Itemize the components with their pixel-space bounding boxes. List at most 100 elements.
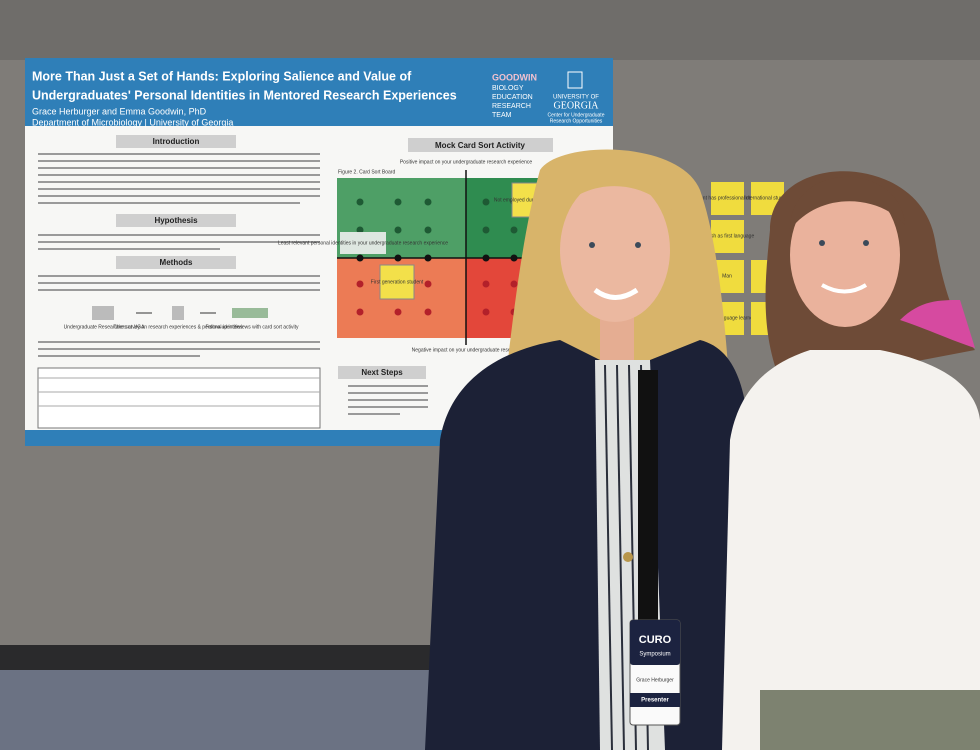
note-text: English language learner (699, 315, 755, 321)
dot (510, 280, 518, 288)
axis-label: Least relevant personal identities in yo… (278, 240, 448, 246)
card-text: Not employed during undergrad (494, 197, 565, 203)
trousers (760, 690, 980, 750)
logo-text: UNIVERSITY OF (553, 95, 599, 101)
dot (510, 226, 518, 234)
lanyard (638, 370, 658, 620)
section-headers: Introduction Hypothesis Methods Mock Car… (116, 135, 553, 379)
team-logo: GOODWIN BIOLOGY EDUCATION RESEARCH TEAM (492, 72, 537, 118)
board-edge (0, 645, 430, 670)
card-dots (356, 198, 542, 316)
logo-text: BIOLOGY (492, 85, 524, 92)
dot (424, 308, 432, 316)
blazer (425, 340, 755, 750)
dot (424, 280, 432, 288)
dot (394, 308, 402, 316)
eye (863, 240, 869, 246)
badge-role-bar (630, 693, 680, 707)
badge-event-sub: Symposium (639, 652, 670, 658)
uga-arch (567, 71, 583, 89)
eye (819, 240, 825, 246)
dot (482, 280, 490, 288)
axis-label: Negative impact on your undergraduate re… (412, 347, 521, 353)
smile (593, 287, 639, 300)
note-text: Man (722, 273, 732, 279)
flow-label: Follow-up interviews with card sort acti… (205, 324, 299, 330)
figure-caption: Figure 2. Card Sort Board (338, 169, 395, 175)
section-box (116, 256, 236, 269)
badge-header (630, 620, 680, 665)
logo-text: GOODWIN (492, 72, 537, 82)
dot (510, 254, 518, 262)
questions-table (37, 367, 321, 429)
badge-event: CURO (639, 634, 672, 646)
person-right (722, 171, 980, 750)
shirt (722, 350, 980, 750)
uga-logo: UNIVERSITY OF GEORGIA Center for Undergr… (548, 95, 605, 125)
section-box (116, 214, 236, 227)
hair-pink (900, 300, 975, 348)
logo-text: Center for Undergraduate (548, 112, 605, 118)
flow-chart: Undergraduate Researchers at UGA Take su… (64, 306, 299, 330)
flow-icon (172, 306, 184, 320)
poster-header (25, 58, 613, 126)
section-title: Methods (160, 258, 193, 267)
eye (635, 242, 641, 248)
section-title: Next Steps (361, 368, 403, 377)
dot (356, 280, 364, 288)
hair-top (790, 176, 905, 230)
section-box (116, 135, 236, 148)
face (790, 183, 900, 327)
poster-title: Undergraduates' Personal Identities in M… (32, 88, 457, 102)
dot (424, 226, 432, 234)
logo-text: EDUCATION (492, 94, 533, 101)
badge-name: Grace Herburger (636, 677, 674, 683)
dot (482, 226, 490, 234)
table-lines (38, 377, 320, 407)
flow-label: Undergraduate Researchers at UGA (64, 324, 146, 330)
section-title: Introduction (153, 137, 200, 146)
dot (356, 226, 364, 234)
note-text: Parent has professional degree (692, 195, 762, 201)
axis-label: Positive impact on your undergraduate re… (400, 159, 533, 165)
face (560, 178, 670, 322)
dot (394, 226, 402, 234)
flow-icon (92, 306, 114, 320)
dot (482, 198, 490, 206)
button (623, 552, 633, 562)
dot (394, 254, 402, 262)
flow-label: Take survey on research experiences & pe… (113, 324, 243, 330)
dot (356, 308, 364, 316)
section-box (338, 366, 426, 379)
person-left: CURO Symposium Grace Herburger Presenter (425, 149, 755, 750)
dot (424, 198, 432, 206)
section-title: Hypothesis (154, 216, 198, 225)
logo-text: TEAM (492, 112, 512, 119)
note-text: International student (744, 195, 790, 201)
dot (424, 254, 432, 262)
affiliation: Department of Microbiology | University … (32, 117, 233, 127)
body-text (38, 153, 428, 415)
section-title: Mock Card Sort Activity (435, 141, 525, 150)
sticky-note (711, 220, 744, 253)
card-text: First generation student (371, 279, 424, 285)
sticky-card (379, 264, 415, 300)
poster-title: More Than Just a Set of Hands: Exploring… (32, 69, 412, 83)
dot (356, 198, 364, 206)
authors: Grace Herburger and Emma Goodwin, PhD (32, 106, 207, 116)
logo-text: GEORGIA (554, 100, 600, 111)
eye (589, 242, 595, 248)
dot (394, 198, 402, 206)
dot (482, 308, 490, 316)
dot (356, 254, 364, 262)
logo-text: RESEARCH (492, 103, 531, 110)
flow-icon (232, 308, 268, 318)
section-box (408, 138, 553, 152)
sticky-note (711, 182, 744, 215)
axis-label-box (340, 232, 386, 254)
badge-role: Presenter (641, 698, 669, 704)
smile (821, 283, 868, 294)
note-text: English as first language (700, 233, 755, 239)
dot (482, 254, 490, 262)
